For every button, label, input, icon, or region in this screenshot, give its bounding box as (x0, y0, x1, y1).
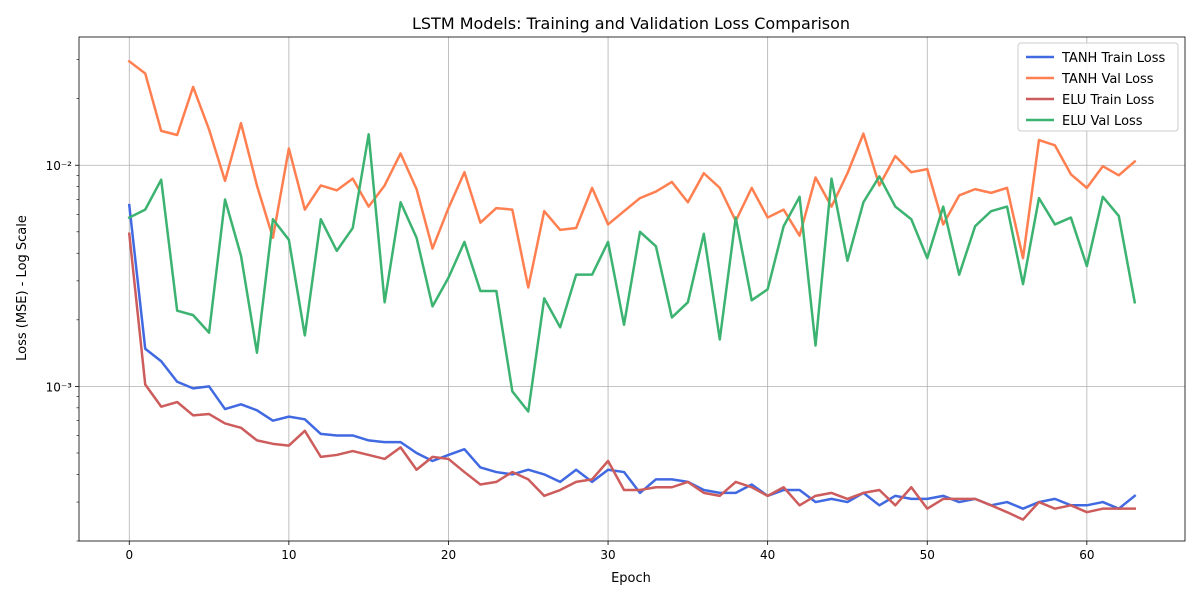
chart-title: LSTM Models: Training and Validation Los… (412, 14, 850, 33)
x-tick-label: 40 (760, 548, 775, 562)
legend: TANH Train Loss TANH Val Loss ELU Train Lo… (1017, 42, 1179, 132)
series-line-4 (127, 133, 1137, 413)
plot-frame (78, 36, 1186, 542)
x-tick-label: 50 (920, 548, 935, 562)
x-tick-label: 30 (600, 548, 615, 562)
legend-label: TANH Val Loss (1061, 72, 1154, 87)
x-tick-label: 60 (1079, 548, 1094, 562)
legend-label: ELU Train Loss (1062, 93, 1155, 108)
series-line-2 (127, 59, 1137, 289)
x-axis-title: Epoch (611, 571, 651, 586)
y-axis-title: Loss (MSE) - Log Scale (15, 215, 30, 361)
x-tick-label: 20 (441, 548, 456, 562)
legend-label: TANH Train Loss (1061, 51, 1166, 66)
axes-layer: 0 10 20 30 40 50 60 10⁻³ 10⁻² (46, 36, 1186, 562)
grid-layer (79, 37, 1185, 541)
y-tick-label: 10⁻² (46, 159, 73, 173)
y-tick-label: 10⁻³ (46, 380, 73, 394)
series-line-3 (127, 232, 1136, 521)
legend-box (1017, 42, 1179, 132)
series-layer (127, 59, 1137, 521)
series-line-1 (127, 203, 1137, 510)
x-tick-label: 10 (281, 548, 296, 562)
x-tick-label: 0 (125, 548, 133, 562)
legend-label: ELU Val Loss (1062, 114, 1143, 129)
